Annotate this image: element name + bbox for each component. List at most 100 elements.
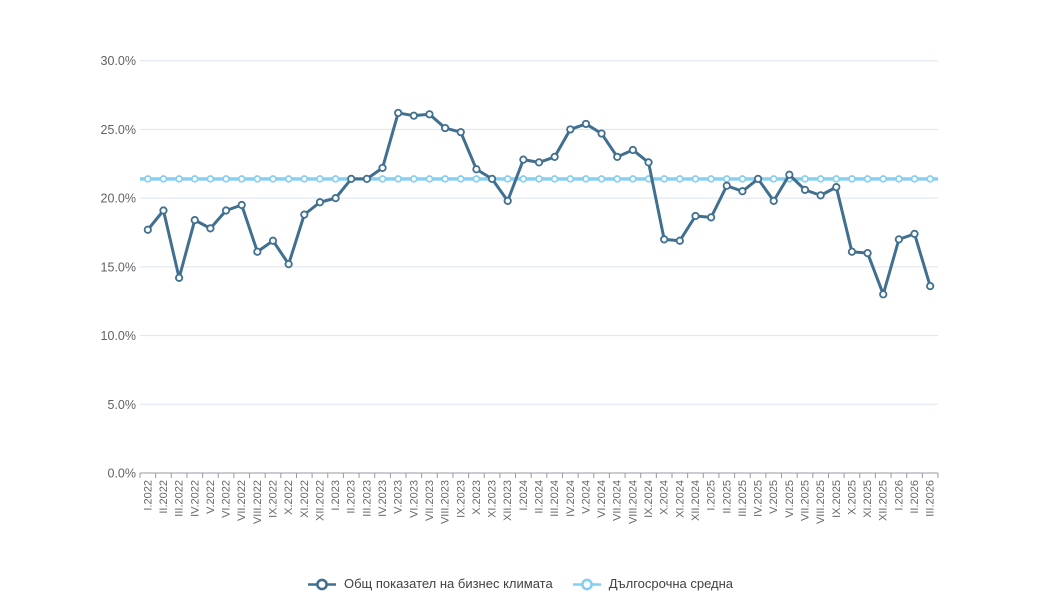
long-term-average-point[interactable] — [863, 175, 872, 183]
long-term-average-point[interactable] — [832, 175, 841, 183]
long-term-average-point[interactable] — [691, 175, 700, 183]
long-term-average-point[interactable] — [848, 175, 856, 183]
long-term-average-point[interactable] — [566, 175, 575, 183]
legend-item-business-climate[interactable]: Общ показател на бизнес климата — [307, 577, 553, 591]
long-term-average-point[interactable] — [707, 175, 715, 183]
business-climate-series[interactable] — [143, 108, 935, 299]
long-term-average-point[interactable] — [660, 175, 668, 183]
business-climate-point[interactable] — [722, 181, 731, 190]
long-term-average-point[interactable] — [535, 175, 543, 183]
long-term-average-point[interactable] — [550, 175, 559, 183]
business-climate-point[interactable] — [331, 194, 340, 203]
long-term-average-point[interactable] — [801, 175, 809, 183]
business-climate-point[interactable] — [785, 170, 794, 179]
long-term-average-point[interactable] — [253, 175, 262, 183]
business-climate-point[interactable] — [707, 213, 716, 222]
long-term-average-point[interactable] — [769, 175, 778, 183]
business-climate-point[interactable] — [378, 163, 387, 172]
long-term-average-point[interactable] — [316, 175, 324, 183]
business-climate-point[interactable] — [581, 119, 591, 129]
business-climate-point[interactable] — [487, 174, 497, 183]
long-term-average-series[interactable] — [140, 175, 938, 183]
long-term-average-point[interactable] — [206, 175, 215, 183]
business-climate-point[interactable] — [221, 206, 231, 215]
business-climate-point[interactable] — [268, 236, 278, 245]
business-climate-point[interactable] — [926, 281, 935, 291]
business-climate-point[interactable] — [300, 210, 309, 219]
business-climate-point[interactable] — [675, 236, 684, 245]
long-term-average-point[interactable] — [879, 175, 887, 183]
business-climate-point[interactable] — [456, 128, 465, 137]
business-climate-point[interactable] — [441, 123, 450, 133]
long-term-average-point[interactable] — [331, 175, 340, 183]
long-term-average-point[interactable] — [503, 175, 512, 183]
long-term-average-point[interactable] — [378, 175, 387, 183]
long-term-average-point[interactable] — [300, 175, 309, 183]
long-term-average-point[interactable] — [269, 175, 277, 183]
long-term-average-point[interactable] — [175, 175, 183, 183]
business-climate-point[interactable] — [816, 191, 825, 200]
long-term-average-point[interactable] — [816, 175, 825, 183]
long-term-average-point[interactable] — [926, 175, 934, 183]
business-climate-point[interactable] — [425, 110, 434, 119]
business-climate-point[interactable] — [879, 290, 888, 299]
business-climate-point[interactable] — [566, 125, 575, 134]
business-climate-point[interactable] — [315, 198, 325, 207]
long-term-average-point[interactable] — [895, 175, 903, 183]
long-term-average-point[interactable] — [425, 175, 434, 183]
business-climate-point[interactable] — [175, 273, 184, 282]
business-climate-point[interactable] — [472, 165, 481, 174]
business-climate-point[interactable] — [503, 196, 512, 205]
long-term-average-point[interactable] — [237, 175, 246, 183]
business-climate-point[interactable] — [206, 224, 215, 233]
long-term-average-point[interactable] — [519, 175, 528, 183]
business-climate-point[interactable] — [597, 129, 606, 138]
business-climate-point[interactable] — [847, 247, 857, 256]
long-term-average-point[interactable] — [613, 175, 621, 183]
business-climate-point[interactable] — [519, 155, 528, 164]
business-climate-point[interactable] — [644, 158, 653, 167]
long-term-average-point[interactable] — [629, 175, 637, 183]
long-term-average-point[interactable] — [191, 175, 199, 183]
long-term-average-point[interactable] — [222, 175, 230, 183]
long-term-average-point[interactable] — [410, 175, 418, 183]
long-term-average-point[interactable] — [284, 175, 293, 183]
business-climate-point[interactable] — [910, 229, 919, 238]
business-climate-point[interactable] — [347, 174, 356, 183]
long-term-average-point[interactable] — [394, 175, 402, 183]
business-climate-point[interactable] — [237, 200, 246, 210]
business-climate-point[interactable] — [550, 152, 559, 162]
long-term-average-point[interactable] — [910, 175, 919, 183]
business-climate-point[interactable] — [394, 108, 403, 118]
business-climate-point[interactable] — [284, 260, 293, 269]
long-term-average-point[interactable] — [144, 175, 152, 183]
long-term-average-point[interactable] — [159, 175, 168, 183]
business-climate-point[interactable] — [769, 196, 778, 205]
business-climate-point[interactable] — [863, 249, 872, 258]
business-climate-point[interactable] — [894, 235, 903, 244]
long-term-average-point[interactable] — [441, 175, 449, 183]
business-climate-point[interactable] — [362, 174, 371, 183]
business-climate-point[interactable] — [253, 247, 262, 256]
long-term-average-point[interactable] — [738, 175, 747, 183]
business-climate-point[interactable] — [832, 183, 841, 192]
long-term-average-point[interactable] — [582, 175, 590, 183]
business-climate-point[interactable] — [800, 185, 810, 194]
long-term-average-point[interactable] — [472, 175, 481, 183]
long-term-average-point[interactable] — [597, 175, 606, 183]
business-climate-point[interactable] — [613, 152, 622, 162]
legend-item-long-term-average[interactable]: Дългосрочна средна — [572, 577, 733, 591]
business-climate-point[interactable] — [190, 216, 199, 225]
business-climate-point[interactable] — [738, 187, 747, 196]
business-climate-point[interactable] — [409, 111, 418, 120]
long-term-average-point[interactable] — [723, 175, 731, 183]
business-climate-point[interactable] — [691, 211, 700, 221]
business-climate-point[interactable] — [628, 145, 637, 155]
business-climate-point[interactable] — [159, 206, 168, 215]
long-term-average-point[interactable] — [457, 175, 465, 183]
long-term-average-point[interactable] — [676, 175, 684, 183]
business-climate-point[interactable] — [660, 235, 669, 244]
business-climate-point[interactable] — [143, 225, 152, 234]
business-climate-point[interactable] — [534, 158, 544, 167]
business-climate-point[interactable] — [753, 174, 763, 183]
